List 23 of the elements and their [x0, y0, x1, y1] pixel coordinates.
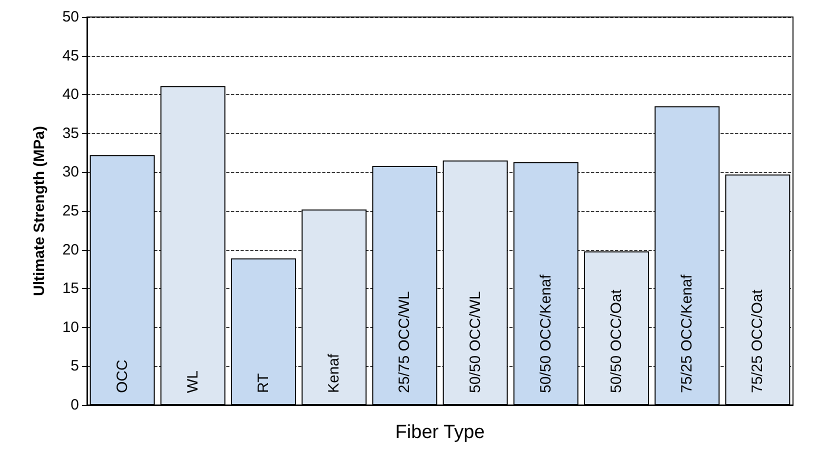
- y-tick-label: 30: [62, 164, 79, 181]
- x-axis-title: Fiber Type: [395, 422, 485, 443]
- x-tick-label: 25/75 OCC/WL: [396, 291, 414, 393]
- y-tick-label: 35: [62, 124, 79, 142]
- y-tick-label: 45: [62, 47, 79, 64]
- x-tick-label: OCC: [114, 360, 131, 393]
- x-tick-label: 50/50 OCC/Kenaf: [537, 274, 554, 393]
- y-tick-label: 0: [70, 396, 79, 414]
- x-tick-label: 75/25 OCC/Kenaf: [678, 274, 696, 393]
- x-tick-label: RT: [255, 373, 272, 393]
- x-tick-label: Kenaf: [326, 352, 343, 393]
- y-tick-label: 50: [62, 8, 79, 26]
- x-tick-label: 50/50 OCC/WL: [466, 291, 484, 393]
- x-tick-label: WL: [184, 370, 202, 393]
- y-tick-label: 20: [62, 241, 79, 258]
- x-tick-label: 50/50 OCC/Oat: [608, 288, 625, 393]
- y-axis-title: Ultimate Strength (MPa): [31, 126, 48, 296]
- y-tick-label: 10: [62, 318, 79, 336]
- y-tick-label: 25: [62, 202, 79, 220]
- x-tick-label: 75/25 OCC/Oat: [749, 288, 766, 393]
- y-tick-label: 5: [70, 358, 79, 375]
- y-tick-label: 40: [62, 86, 79, 104]
- y-tick-label: 15: [62, 280, 79, 298]
